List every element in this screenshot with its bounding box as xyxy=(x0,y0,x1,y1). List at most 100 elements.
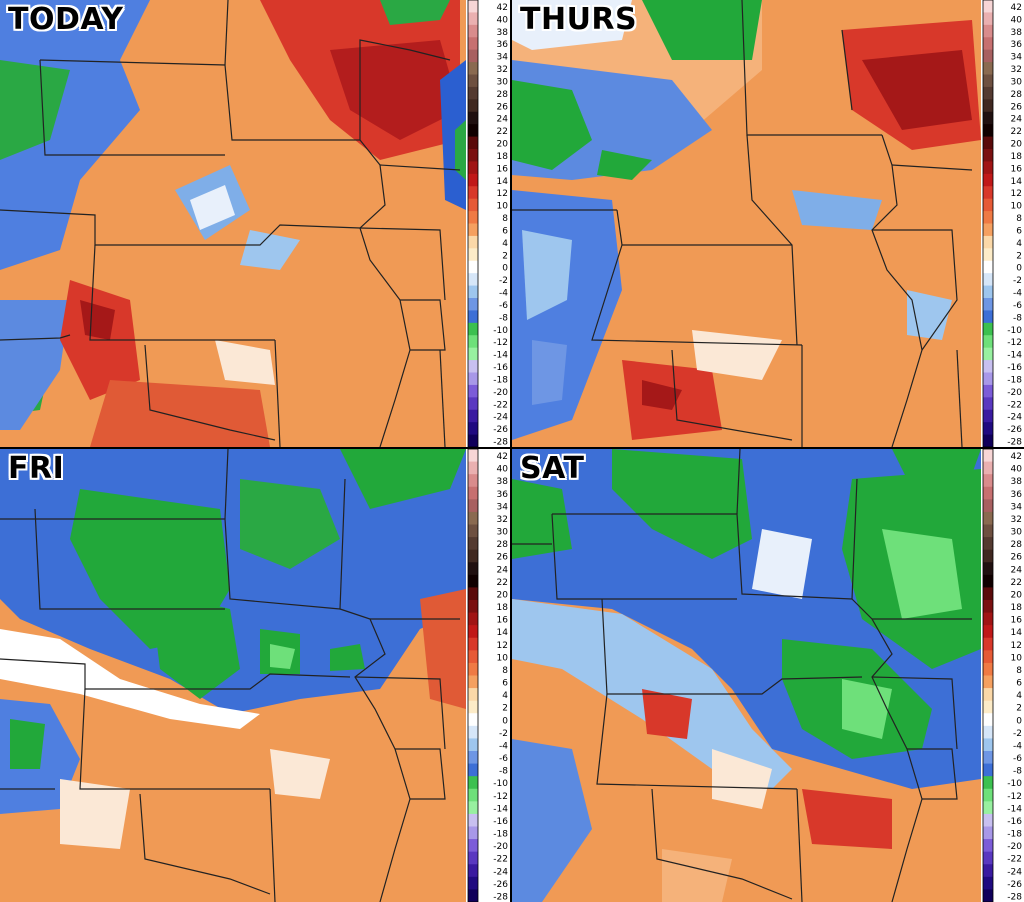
legend-swatch xyxy=(468,186,478,200)
legend-tick-label: -4 xyxy=(1013,289,1022,299)
legend-tick-label: 4 xyxy=(502,239,508,249)
legend-tick-label: -16 xyxy=(493,363,508,373)
legend-tick-label: -18 xyxy=(1007,375,1022,385)
legend-swatch xyxy=(468,763,478,777)
legend-tick-label: -16 xyxy=(1007,363,1022,373)
legend-tick-label: 14 xyxy=(1011,628,1023,638)
legend-scale: 424038363432302826242220181614121086420-… xyxy=(467,449,509,902)
legend-tick-label: 28 xyxy=(497,90,509,100)
legend-tick-label: 30 xyxy=(1011,77,1023,87)
legend-swatch xyxy=(468,801,478,815)
legend-tick-label: 28 xyxy=(497,540,509,550)
legend-swatch xyxy=(983,211,993,224)
legend-swatch xyxy=(468,273,478,287)
legend-swatch xyxy=(983,537,993,551)
legend-swatch xyxy=(468,839,478,853)
legend-swatch xyxy=(468,397,478,411)
legend-swatch xyxy=(468,751,478,765)
legend-swatch xyxy=(468,310,478,324)
legend-swatch xyxy=(983,322,993,336)
legend-tick-label: 6 xyxy=(1016,226,1022,236)
legend-tick-label: -20 xyxy=(1007,842,1022,852)
legend-border xyxy=(982,449,994,902)
legend-swatch xyxy=(983,625,993,639)
legend-tick-label: -22 xyxy=(1007,400,1022,410)
legend-tick-label: -8 xyxy=(1013,313,1022,323)
legend-tick-label: 0 xyxy=(1016,716,1022,726)
legend-swatch xyxy=(468,612,478,626)
legend-tick-label: -8 xyxy=(499,767,508,777)
legend-tick-label: 20 xyxy=(497,590,509,600)
legend-tick-label: -24 xyxy=(1007,867,1022,877)
legend-swatch xyxy=(468,461,478,475)
legend-tick-label: -12 xyxy=(1007,338,1022,348)
legend-swatch xyxy=(983,49,993,63)
panel-title: SAT xyxy=(520,451,585,486)
legend-border xyxy=(467,449,479,902)
legend-swatch xyxy=(468,198,478,212)
legend-tick-label: 26 xyxy=(1011,102,1023,112)
legend-tick-label: -2 xyxy=(499,729,508,739)
legend-tick-label: -22 xyxy=(1007,855,1022,865)
legend-tick-label: 20 xyxy=(1011,140,1023,150)
legend-tick-label: -26 xyxy=(493,425,508,435)
legend-tick-label: 0 xyxy=(1016,264,1022,274)
legend-swatch xyxy=(468,725,478,739)
legend-swatch xyxy=(983,751,993,765)
legend-swatch xyxy=(983,637,993,651)
legend-swatch xyxy=(983,763,993,777)
legend-swatch xyxy=(983,449,993,463)
legend-swatch xyxy=(468,600,478,614)
legend-tick-label: -14 xyxy=(493,351,508,361)
legend-swatch xyxy=(468,524,478,538)
legend-tick-label: -26 xyxy=(1007,880,1022,890)
legend-tick-label: 36 xyxy=(497,40,509,50)
legend-tick-label: 34 xyxy=(497,53,509,63)
legend-swatch xyxy=(468,62,478,75)
legend-swatch xyxy=(983,285,993,299)
legend-swatch xyxy=(468,851,478,865)
legend-tick-label: -26 xyxy=(493,880,508,890)
legend-tick-label: 40 xyxy=(497,465,509,475)
legend-tick-label: -2 xyxy=(499,276,508,286)
legend-swatch xyxy=(983,650,993,664)
legend-tick-label: 10 xyxy=(1011,653,1023,663)
legend-tick-label: 0 xyxy=(502,264,508,274)
legend-swatch xyxy=(468,422,478,436)
legend-tick-label: 22 xyxy=(497,578,508,588)
legend-tick-label: 42 xyxy=(497,452,508,462)
legend-swatch xyxy=(983,813,993,827)
legend-swatch xyxy=(983,486,993,500)
legend-tick-label: -10 xyxy=(1007,779,1022,789)
legend-border xyxy=(467,0,479,447)
legend-tick-label: 8 xyxy=(502,214,508,224)
legend-scale: 424038363432302826242220181614121086420-… xyxy=(467,0,509,447)
legend-swatch xyxy=(468,486,478,500)
legend-tick-label: 38 xyxy=(1011,28,1023,38)
legend-tick-label: 2 xyxy=(1016,704,1022,714)
legend-tick-label: 6 xyxy=(502,226,508,236)
legend-tick-label: -26 xyxy=(1007,425,1022,435)
legend-swatch xyxy=(468,12,478,26)
legend-tick-label: -4 xyxy=(499,289,508,299)
legend-tick-label: -10 xyxy=(493,326,508,336)
legend-swatch xyxy=(468,409,478,423)
legend-tick-label: 24 xyxy=(1011,115,1023,125)
legend-swatch xyxy=(468,826,478,840)
panel-title: TODAY xyxy=(8,2,124,37)
legend-swatch xyxy=(468,49,478,63)
legend-swatch xyxy=(983,499,993,513)
legend-tick-label: 20 xyxy=(1011,590,1023,600)
legend-swatch xyxy=(468,99,478,113)
legend-swatch xyxy=(468,813,478,827)
legend-tick-label: -2 xyxy=(1013,276,1022,286)
legend-swatch xyxy=(468,574,478,588)
map-panel-thurs: THURS xyxy=(512,0,981,447)
legend-swatch xyxy=(983,788,993,802)
legend-swatch xyxy=(468,876,478,890)
legend-tick-label: 36 xyxy=(1011,490,1023,500)
legend-tick-label: 6 xyxy=(502,679,508,689)
legend-scale: 424038363432302826242220181614121086420-… xyxy=(982,0,1023,447)
legend-swatch xyxy=(983,864,993,878)
legend-swatch xyxy=(983,298,993,311)
